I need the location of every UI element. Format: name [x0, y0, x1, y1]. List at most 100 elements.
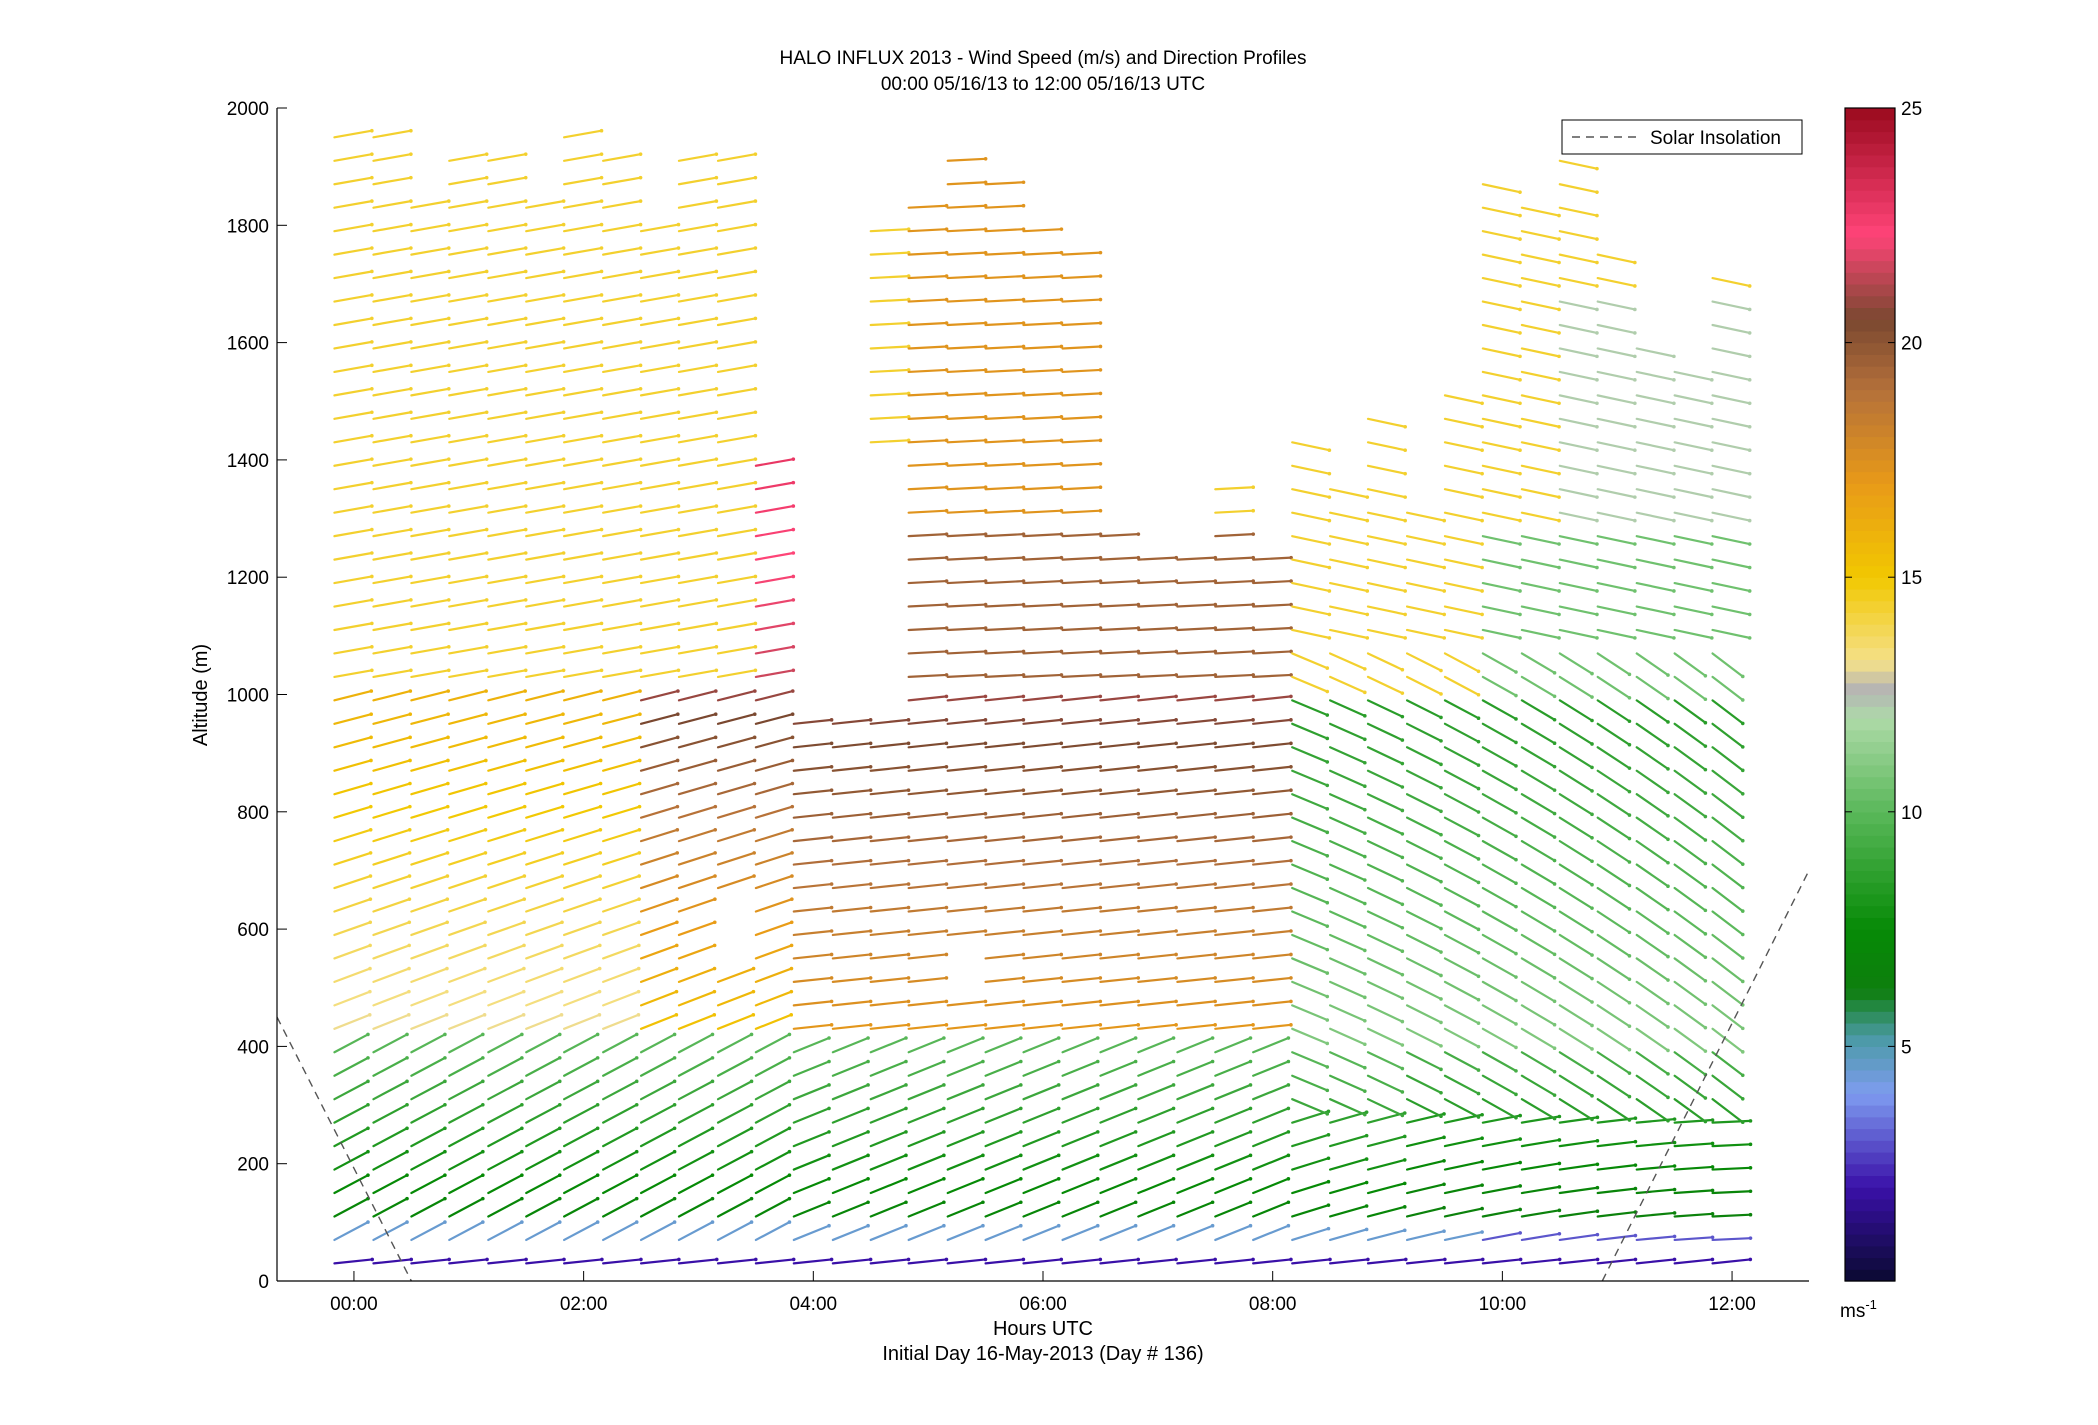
wind-barb	[946, 345, 987, 350]
wind-barb-tip	[409, 504, 413, 508]
wind-barb-tip	[866, 1130, 870, 1134]
wind-barb	[677, 645, 718, 655]
colorbar-frame	[1844, 107, 1896, 1282]
wind-barb	[639, 944, 678, 960]
wind-barb	[1673, 769, 1707, 795]
wind-barb	[333, 551, 373, 561]
wind-barb-tip	[672, 1173, 677, 1177]
wind-barb-tip	[1476, 692, 1481, 697]
wind-barb	[448, 411, 488, 420]
wind-barb	[525, 1221, 561, 1242]
wind-barb	[869, 1023, 910, 1030]
wind-barb	[1291, 1157, 1330, 1171]
wind-barb	[602, 153, 642, 162]
wind-barb-tip	[1251, 976, 1255, 980]
wind-barb	[563, 200, 603, 209]
wind-barb	[869, 859, 910, 866]
wind-barb	[716, 967, 755, 983]
wind-barb-tip	[827, 1083, 831, 1087]
wind-barb-tip	[713, 804, 718, 809]
wind-barb-tip	[1514, 717, 1518, 721]
wind-barb	[1137, 976, 1178, 983]
colorbar-cell	[1845, 1234, 1895, 1247]
wind-barb	[869, 976, 910, 983]
wind-barb-tip	[1133, 1059, 1138, 1064]
y-tick-label: 1400	[227, 451, 269, 472]
wind-barb	[333, 921, 372, 937]
wind-barb-tip	[1672, 471, 1676, 476]
wind-barb	[333, 782, 373, 796]
wind-barb	[907, 650, 948, 655]
wind-barb-tip	[1251, 485, 1256, 490]
wind-barb-tip	[1251, 811, 1255, 816]
wind-barb-tip	[1400, 808, 1405, 813]
wind-barb	[1481, 793, 1518, 814]
wind-barb-tip	[1098, 250, 1103, 255]
wind-barb	[1214, 859, 1255, 866]
wind-barb-tip	[561, 340, 566, 344]
wind-barb	[602, 782, 641, 796]
wind-barb	[372, 669, 412, 679]
wind-barb	[1405, 793, 1443, 813]
wind-barb	[869, 1201, 908, 1218]
wind-barb	[525, 387, 565, 397]
wind-barb-tip	[1251, 764, 1255, 769]
wind-barb-tip	[1325, 924, 1330, 928]
wind-barb	[1291, 910, 1329, 928]
colorbar-tick-label: 10	[1901, 803, 1922, 824]
wind-barb	[639, 434, 680, 444]
wind-barb	[448, 1127, 484, 1148]
wind-barb	[1481, 957, 1518, 979]
wind-barb	[1137, 859, 1178, 866]
wind-barb-tip	[1595, 424, 1599, 429]
wind-barb	[1635, 1141, 1676, 1148]
wind-barb	[831, 765, 872, 772]
wind-barb-tip	[1748, 1119, 1753, 1123]
wind-barb-tip	[409, 269, 413, 274]
wind-barb-tip	[791, 598, 796, 602]
wind-barb-tip	[1174, 555, 1179, 560]
wind-barb	[563, 504, 603, 514]
wind-barb	[792, 1036, 831, 1054]
wind-barb	[677, 1080, 714, 1101]
wind-barb	[907, 836, 948, 843]
wind-barb-tip	[599, 386, 604, 391]
wind-barb-tip	[445, 897, 450, 901]
wind-barb	[525, 851, 564, 866]
wind-barb	[754, 1197, 791, 1218]
wind-barb	[1635, 488, 1676, 499]
wind-barb	[1443, 957, 1480, 978]
wind-barb	[602, 736, 641, 749]
wind-barb	[716, 434, 757, 444]
wind-barb	[448, 528, 488, 538]
wind-barb-tip	[557, 1196, 562, 1201]
wind-barb	[1022, 392, 1063, 397]
wind-barb-tip	[523, 645, 528, 649]
wind-barb-tip	[409, 128, 413, 133]
wind-barb-tip	[674, 943, 679, 948]
wind-barb-tip	[1518, 1184, 1522, 1188]
wind-barb	[1673, 417, 1713, 428]
wind-barb	[602, 504, 642, 514]
wind-barb-tip	[1514, 975, 1518, 979]
wind-barb	[1711, 980, 1744, 1007]
wind-barb-tip	[561, 293, 566, 297]
wind-barb-tip	[1590, 695, 1594, 699]
wind-barb-tip	[790, 712, 795, 717]
wind-barb	[1635, 863, 1670, 888]
wind-barb	[1596, 605, 1636, 616]
wind-barb	[984, 742, 1025, 749]
wind-barb	[754, 1150, 791, 1171]
wind-barb-tip	[1210, 1106, 1215, 1111]
wind-barb	[563, 851, 602, 866]
wind-barb	[333, 598, 373, 608]
wind-barb-tip	[1133, 1036, 1138, 1040]
wind-barb-tip	[1595, 636, 1599, 640]
wind-barb-tip	[370, 340, 374, 344]
wind-barb-tip	[1518, 401, 1522, 406]
wind-barb-tip	[868, 858, 873, 863]
wind-barb	[1252, 859, 1293, 866]
wind-barb-tip	[942, 1083, 946, 1087]
wind-barb-tip	[1595, 378, 1599, 382]
